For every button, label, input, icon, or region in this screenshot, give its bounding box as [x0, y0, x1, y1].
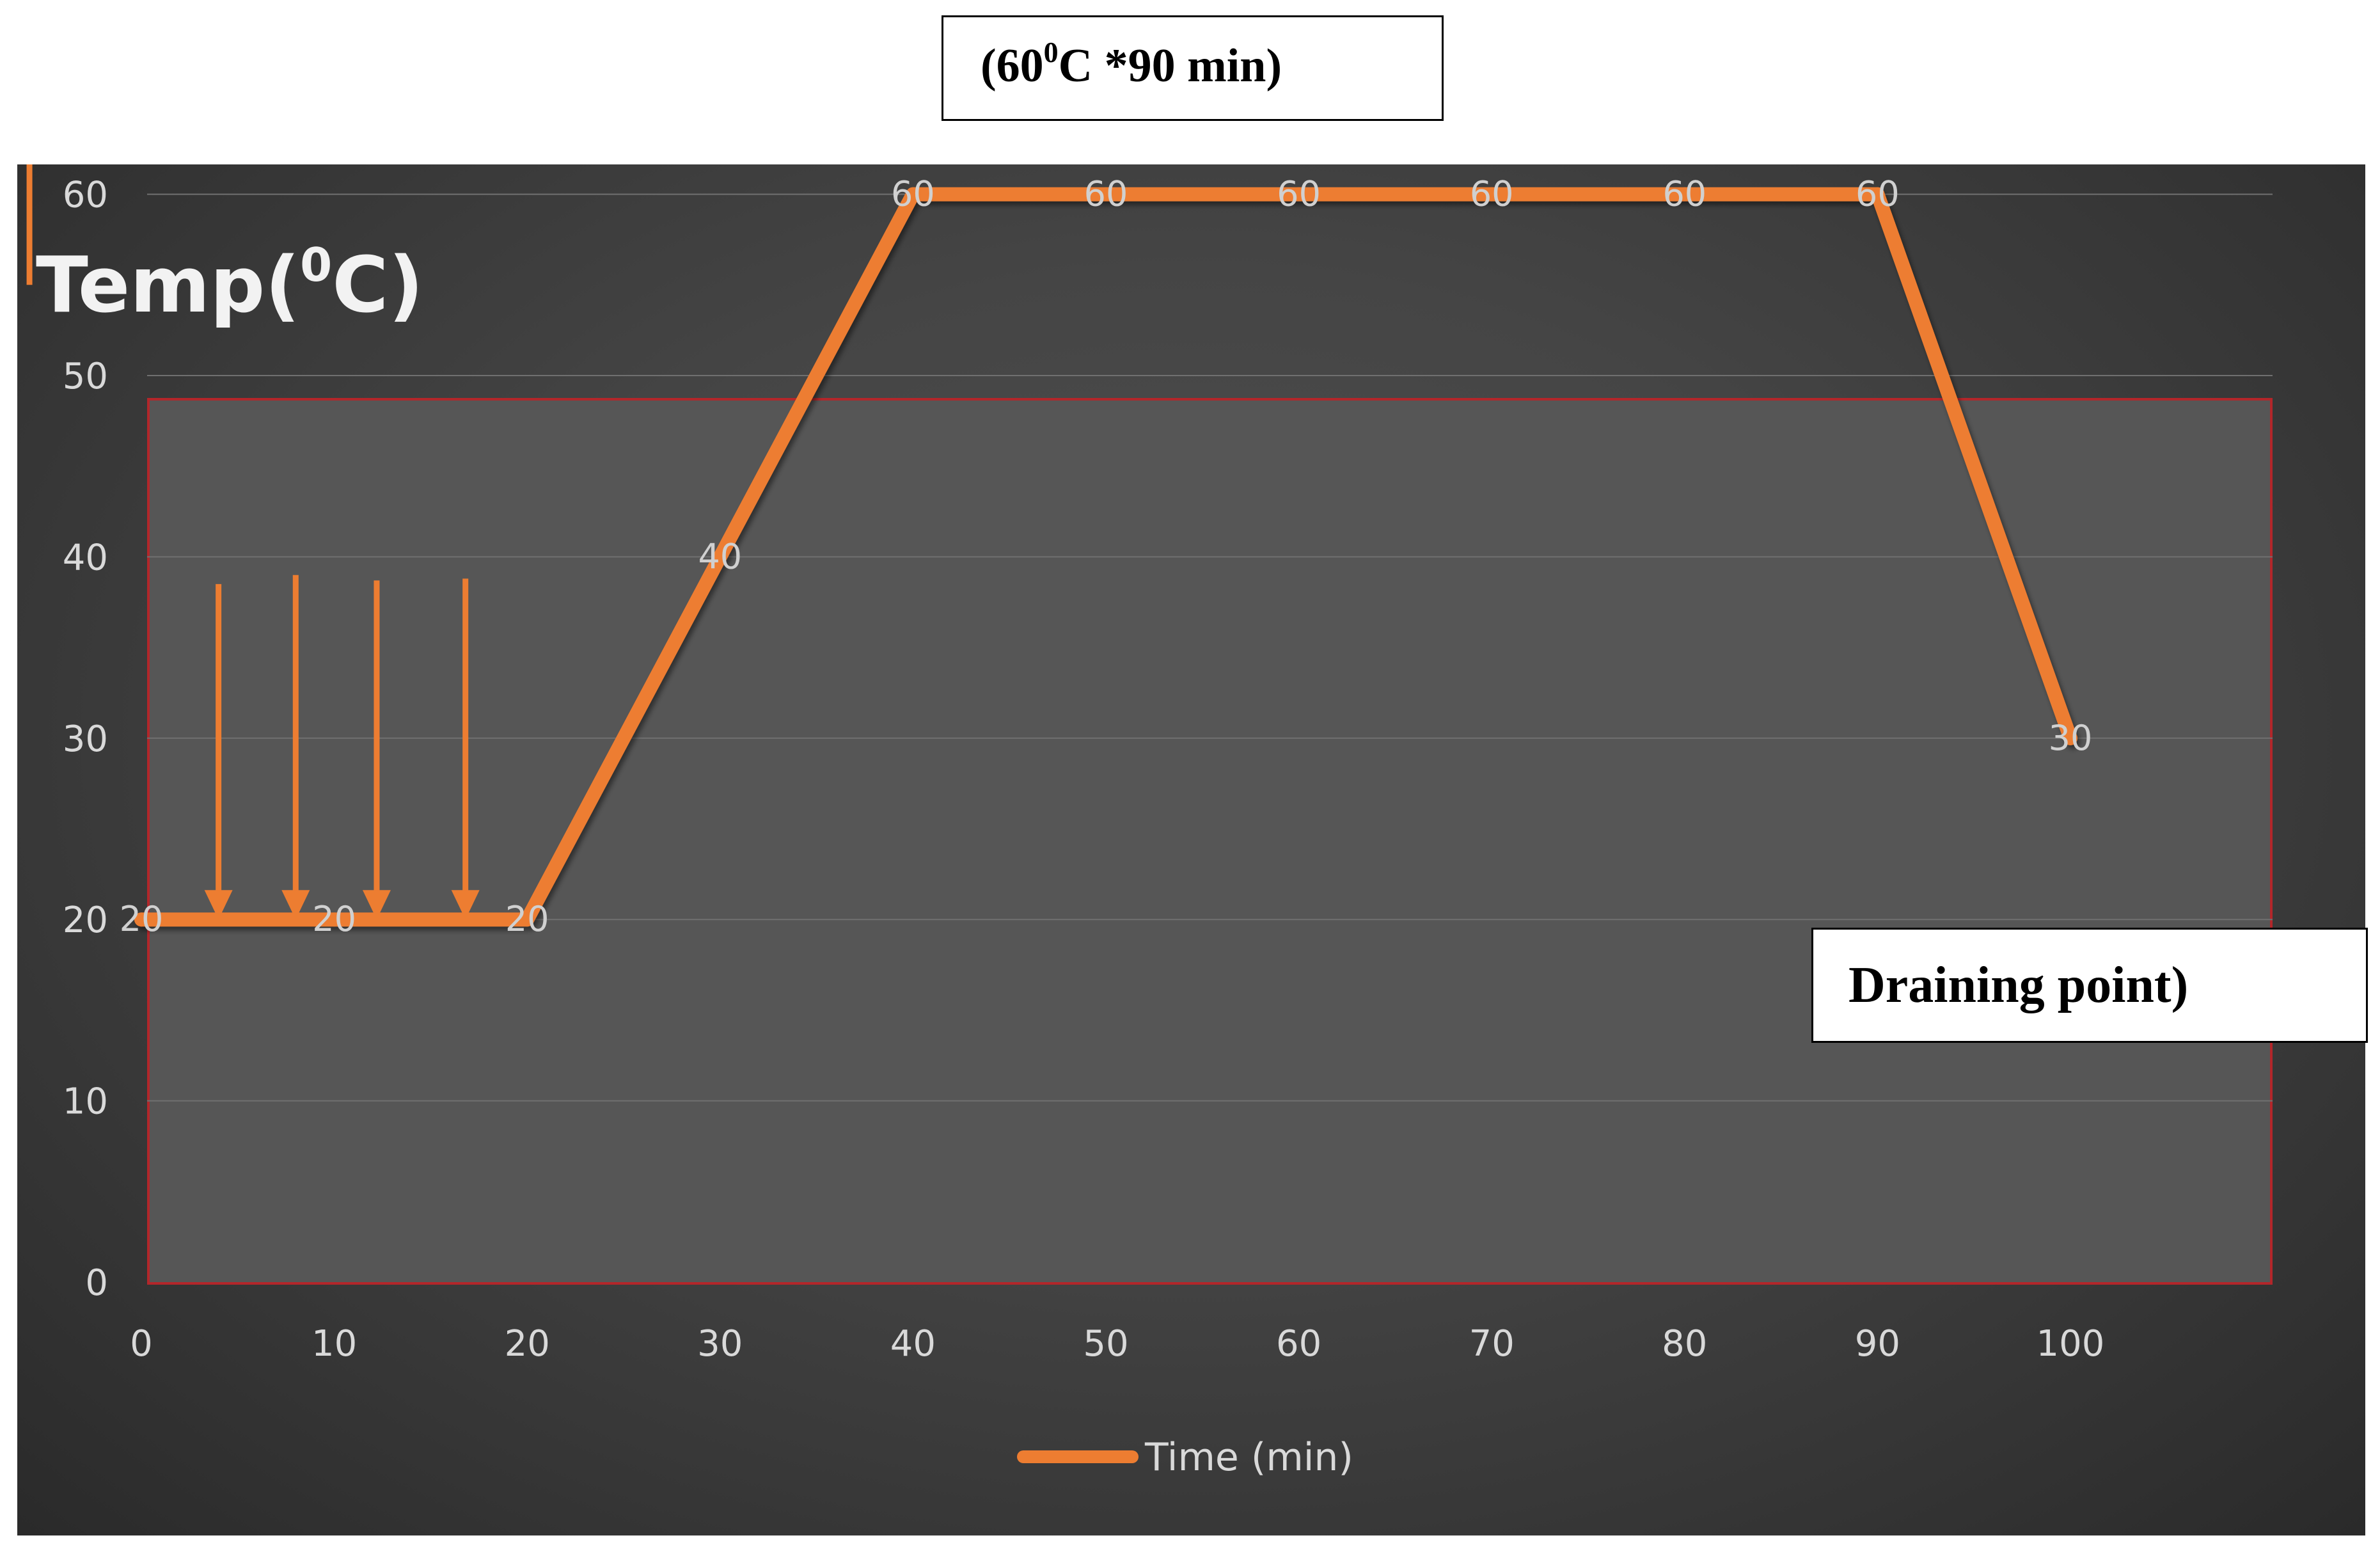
series-point	[327, 912, 342, 927]
chart-svg: 0 10 20 30 40 50 60 70 0 10 20 30 40 50 60 70 80 90 100 2…	[26, 164, 2273, 1480]
arrow-down-1	[204, 583, 233, 920]
arrow-down-4	[451, 578, 480, 920]
series-point	[1677, 187, 1692, 202]
series-point	[520, 912, 535, 927]
y-tick-label: 40	[63, 537, 108, 578]
y-tick-label: 0	[85, 1262, 108, 1304]
draining-point-label: Draining point)	[1848, 957, 2189, 1013]
y-axis-title-prefix: Temp(	[36, 241, 301, 330]
series-point	[134, 912, 148, 927]
data-label: 60	[1277, 174, 1321, 214]
arrow-layer	[26, 164, 480, 920]
x-tick-label: 90	[1855, 1323, 1900, 1365]
arrow-head	[451, 890, 480, 920]
series-point	[1291, 187, 1306, 202]
y-axis-title: Temp(0C)	[36, 241, 423, 330]
arrow-down-2	[281, 575, 310, 920]
header-box: (600C *90 min)	[942, 15, 1444, 121]
y-tick-label: 50	[63, 356, 108, 397]
y-tick-label: 10	[63, 1081, 108, 1123]
draining-point-box: Draining point)	[1811, 928, 2368, 1043]
x-tick-label: 50	[1083, 1323, 1128, 1365]
x-tick-label: 80	[1662, 1323, 1707, 1365]
header-label-sup: 0	[1043, 36, 1059, 68]
series-point	[1485, 187, 1499, 202]
data-label: 30	[2049, 718, 2093, 758]
x-tick-label: 60	[1276, 1323, 1321, 1365]
data-label: 60	[1470, 174, 1514, 214]
y-axis-title-suffix: C)	[332, 241, 424, 330]
arrow-head	[281, 890, 310, 920]
data-label: 20	[505, 899, 549, 939]
x-axis-ticks: 0 10 20 30 40 50 60 70 80 90 100	[130, 1323, 2104, 1365]
arrow-down-3	[362, 580, 391, 920]
series-point	[1870, 187, 1885, 202]
data-label: 20	[120, 899, 164, 939]
arrow-up-0	[26, 164, 33, 285]
data-label: 60	[891, 174, 935, 214]
data-label: 60	[1084, 174, 1128, 214]
legend-label: Time (min)	[1144, 1435, 1353, 1480]
y-tick-label: 20	[63, 900, 108, 941]
series-point	[2063, 731, 2077, 745]
plot-area	[147, 398, 2273, 1285]
x-tick-label: 40	[890, 1323, 936, 1365]
data-labels: 20 20 20 40 60 60 60 60 60 60 30	[120, 174, 2093, 940]
arrow-head	[204, 890, 233, 920]
x-tick-label: 100	[2037, 1323, 2105, 1365]
series-layer	[134, 187, 2077, 927]
data-label: 20	[312, 899, 356, 939]
header-label-prefix: (60	[981, 40, 1044, 92]
x-tick-label: 20	[505, 1323, 550, 1365]
header-label-suffix: C *90 min)	[1058, 40, 1282, 92]
series-point	[1099, 187, 1113, 202]
y-tick-label: 30	[63, 718, 108, 760]
series-point	[713, 550, 727, 564]
header-label: (600C *90 min)	[981, 36, 1282, 93]
data-label: 60	[1662, 174, 1706, 214]
x-tick-label: 30	[697, 1323, 743, 1365]
y-axis-title-sup: 0	[300, 238, 333, 292]
y-tick-label: 60	[63, 175, 108, 216]
series-point	[906, 187, 920, 202]
arrow-head	[362, 890, 391, 920]
legend: Time (min)	[1017, 1435, 1353, 1480]
x-tick-label: 70	[1469, 1323, 1515, 1365]
x-tick-label: 0	[130, 1323, 153, 1365]
data-label: 40	[698, 536, 742, 576]
x-tick-label: 10	[311, 1323, 357, 1365]
data-label: 60	[1856, 174, 1900, 214]
